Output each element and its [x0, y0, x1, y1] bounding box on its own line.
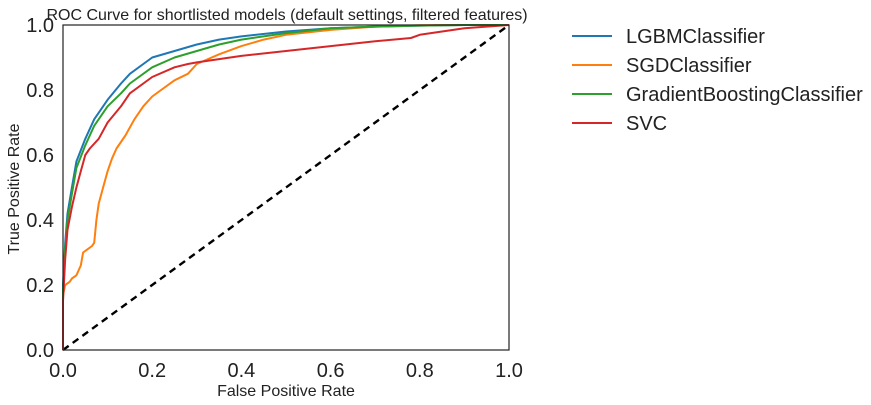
y-axis-title: True Positive Rate	[6, 123, 23, 254]
x-axis-title: False Positive Rate	[217, 383, 355, 400]
legend-label: GradientBoostingClassifier	[626, 84, 863, 106]
legend-label: LGBMClassifier	[626, 26, 765, 48]
plot-area: 0.0 0.2 0.4 0.6 0.8 1.0 0.0 0.2 0.4 0.6 0.8 1.0	[26, 15, 523, 382]
y-tick-label: 0.0	[26, 340, 54, 362]
series-line-gradientboostingclassifier	[62, 24, 509, 350]
y-tick-label: 0.4	[26, 210, 54, 232]
x-tick-label: 1.0	[495, 360, 523, 382]
x-tick-label: 0.4	[227, 360, 255, 382]
x-tick-label: 0.8	[406, 360, 434, 382]
legend: LGBMClassifier SGDClassifier GradientBoost…	[572, 26, 863, 135]
y-tick-label: 0.2	[26, 275, 54, 297]
legend-label: SGDClassifier	[626, 55, 752, 77]
series-line-sgdclassifier	[62, 24, 509, 350]
reference-diagonal-line	[62, 24, 510, 351]
x-tick-label: 0.0	[49, 360, 77, 382]
y-tick-label: 0.8	[26, 80, 54, 102]
axes-frame	[62, 24, 510, 351]
legend-label: SVC	[626, 113, 667, 135]
x-tick-label: 0.2	[138, 360, 166, 382]
x-tick-label: 0.6	[317, 360, 345, 382]
series-line-svc	[62, 24, 510, 350]
y-tick-label: 1.0	[26, 15, 54, 37]
chart-title: ROC Curve for shortlisted models (defaul…	[46, 7, 527, 24]
y-tick-label: 0.6	[26, 145, 54, 167]
